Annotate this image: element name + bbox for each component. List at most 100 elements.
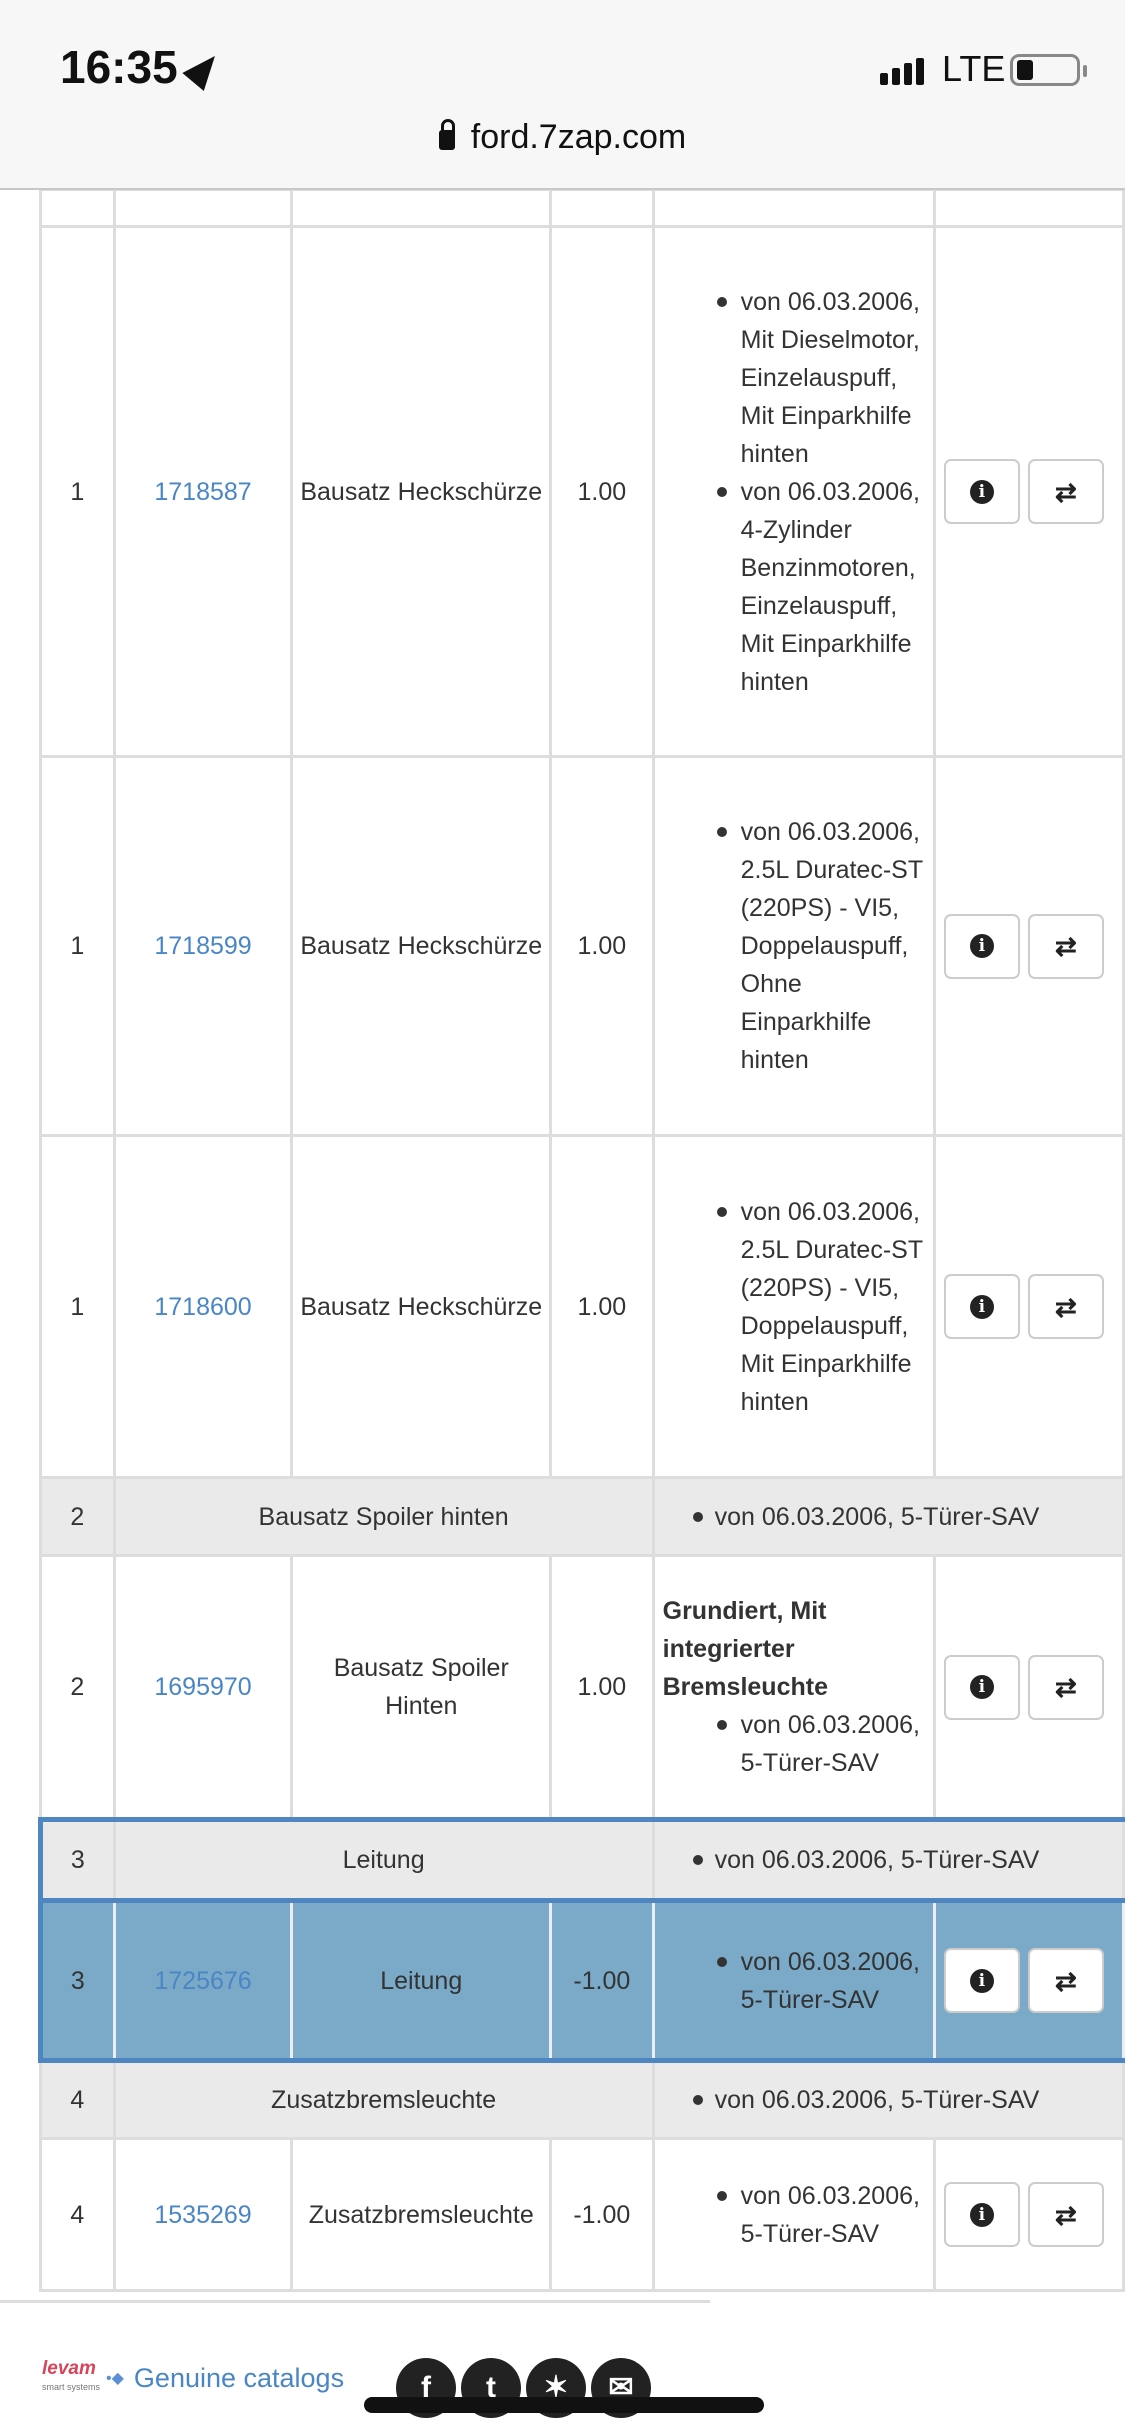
quantity: 1.00 xyxy=(549,225,655,758)
info-button[interactable]: i xyxy=(943,1274,1020,1339)
compare-button[interactable]: ⇄ xyxy=(1027,913,1104,979)
info-icon: i xyxy=(969,479,994,504)
position: 3 xyxy=(38,1817,116,1903)
compare-button[interactable]: ⇄ xyxy=(1027,1654,1104,1720)
info-icon: i xyxy=(969,1675,994,1699)
part-number-link[interactable]: 1695970 xyxy=(154,1673,252,1701)
position: 4 xyxy=(39,2137,116,2292)
compare-button[interactable]: ⇄ xyxy=(1027,459,1104,524)
info-icon: i xyxy=(969,934,994,958)
part-name: Zusatzbremsleuchte xyxy=(290,2137,553,2292)
battery-icon xyxy=(1010,54,1087,86)
info-button[interactable]: i xyxy=(943,913,1020,979)
part-name: Bausatz Heckschürze xyxy=(290,755,553,1137)
group-name: Bausatz Spoiler hinten xyxy=(112,1476,655,1557)
lock-icon xyxy=(438,119,455,150)
note-item: von 06.03.2006, 5-Türer-SAV xyxy=(663,1706,925,1782)
info-icon: i xyxy=(969,1294,994,1319)
part-number-link[interactable]: 1718587 xyxy=(154,477,252,506)
swap-arrows-icon: ⇄ xyxy=(1055,2199,1077,2230)
info-button[interactable]: i xyxy=(943,2182,1020,2247)
group-row[interactable]: 4 Zusatzbremsleuchte von 06.03.2006, 5-T… xyxy=(39,2059,1125,2140)
footer: levam smart systems •◆ Genuine catalogs xyxy=(42,2358,345,2396)
group-name: Leitung xyxy=(112,1817,655,1903)
swap-arrows-icon: ⇄ xyxy=(1055,1672,1077,1702)
swap-arrows-icon: ⇄ xyxy=(1055,931,1077,961)
swap-arrows-icon: ⇄ xyxy=(1055,1965,1077,1996)
note-bold: Grundiert, Mit integrierter Bremsleuchte xyxy=(662,1597,828,1701)
part-name: Leitung xyxy=(290,1899,553,2063)
quantity: -1.00 xyxy=(549,2137,655,2292)
position: 1 xyxy=(39,1134,116,1479)
swap-arrows-icon: ⇄ xyxy=(1055,476,1077,507)
part-notes: von 06.03.2006, Mit Dieselmotor, Einzela… xyxy=(651,225,936,758)
group-note: von 06.03.2006, 5-Türer-SAV xyxy=(651,2059,1125,2140)
note-item: von 06.03.2006, 5-Türer-SAV xyxy=(663,1498,1114,1536)
logo-mark-icon: •◆ xyxy=(106,2370,124,2387)
home-indicator xyxy=(364,2397,764,2413)
part-notes: Grundiert, Mit integrierter Bremsleuchte… xyxy=(651,1554,936,1821)
info-button[interactable]: i xyxy=(943,459,1020,524)
info-button[interactable]: i xyxy=(943,1654,1020,1720)
group-row[interactable]: 2 Bausatz Spoiler hinten von 06.03.2006,… xyxy=(39,1476,1125,1557)
note-item: von 06.03.2006, 5-Türer-SAV xyxy=(663,2081,1114,2119)
position: 3 xyxy=(38,1899,116,2063)
part-row[interactable]: 4 1535269 Zusatzbremsleuchte -1.00 von 0… xyxy=(39,2137,1125,2292)
part-row[interactable]: 1 1718587 Bausatz Heckschürze 1.00 von 0… xyxy=(39,225,1125,758)
note-item: von 06.03.2006, 4-Zylinder Benzinmotoren… xyxy=(663,473,925,701)
part-notes: von 06.03.2006, 2.5L Duratec-ST (220PS) … xyxy=(651,755,936,1137)
signal-icon xyxy=(880,58,924,85)
quantity: -1.00 xyxy=(549,1899,655,2063)
part-name: Bausatz Heckschürze xyxy=(290,1134,553,1479)
part-number-link[interactable]: 1725676 xyxy=(154,1966,252,1995)
levam-logo: levam smart systems xyxy=(42,2358,101,2392)
position: 1 xyxy=(39,755,116,1137)
part-number-link[interactable]: 1718599 xyxy=(154,932,252,960)
note-item: von 06.03.2006, 5-Türer-SAV xyxy=(663,1943,925,2019)
divider xyxy=(0,2300,710,2303)
ios-status-bar: 16:35 LTE ford.7zap.com xyxy=(0,0,1125,190)
quantity: 1.00 xyxy=(549,1134,655,1479)
clock: 16:35 xyxy=(60,41,178,93)
group-name: Zusatzbremsleuchte xyxy=(112,2059,655,2140)
parts-table: 1 1718587 Bausatz Heckschürze 1.00 von 0… xyxy=(38,188,1125,2292)
note-item: von 06.03.2006, Mit Dieselmotor, Einzela… xyxy=(663,283,925,473)
address-bar[interactable]: ford.7zap.com xyxy=(0,118,1125,157)
genuine-catalogs-link[interactable]: Genuine catalogs xyxy=(133,2362,345,2393)
info-icon: i xyxy=(969,1968,994,1993)
group-note: von 06.03.2006, 5-Türer-SAV xyxy=(651,1476,1125,1557)
group-note: von 06.03.2006, 5-Türer-SAV xyxy=(651,1817,1125,1903)
swap-arrows-icon: ⇄ xyxy=(1055,1291,1077,1322)
part-number-link[interactable]: 1718600 xyxy=(154,1292,252,1321)
location-arrow-icon xyxy=(182,46,226,92)
position: 2 xyxy=(39,1476,116,1557)
part-notes: von 06.03.2006, 5-Türer-SAV xyxy=(651,2137,936,2292)
note-item: von 06.03.2006, 2.5L Duratec-ST (220PS) … xyxy=(663,1193,925,1421)
note-item: von 06.03.2006, 5-Türer-SAV xyxy=(663,1841,1114,1879)
position: 1 xyxy=(39,225,116,758)
position: 2 xyxy=(39,1554,116,1821)
quantity: 1.00 xyxy=(549,755,655,1137)
group-row[interactable]: 3 Leitung von 06.03.2006, 5-Türer-SAV xyxy=(38,1817,1125,1903)
part-number-link[interactable]: 1535269 xyxy=(154,2200,252,2229)
part-notes: von 06.03.2006, 2.5L Duratec-ST (220PS) … xyxy=(651,1134,936,1479)
info-icon: i xyxy=(969,2202,994,2227)
part-row[interactable]: 3 1725676 Leitung -1.00 von 06.03.2006, … xyxy=(38,1899,1125,2063)
network-type: LTE xyxy=(942,48,1006,89)
part-notes: von 06.03.2006, 5-Türer-SAV xyxy=(651,1899,936,2063)
compare-button[interactable]: ⇄ xyxy=(1027,1274,1104,1339)
compare-button[interactable]: ⇄ xyxy=(1027,1948,1104,2013)
part-name: Bausatz Heckschürze xyxy=(290,225,553,758)
part-row[interactable]: 1 1718599 Bausatz Heckschürze 1.00 von 0… xyxy=(39,755,1125,1137)
info-button[interactable]: i xyxy=(943,1948,1020,2013)
url-text: ford.7zap.com xyxy=(470,118,687,156)
table-row xyxy=(39,188,1125,228)
compare-button[interactable]: ⇄ xyxy=(1027,2182,1104,2247)
quantity: 1.00 xyxy=(549,1554,655,1821)
part-name: Bausatz Spoiler Hinten xyxy=(290,1554,553,1821)
note-item: von 06.03.2006, 2.5L Duratec-ST (220PS) … xyxy=(663,813,925,1079)
position: 4 xyxy=(39,2059,116,2140)
part-row[interactable]: 2 1695970 Bausatz Spoiler Hinten 1.00 Gr… xyxy=(39,1554,1125,1821)
note-item: von 06.03.2006, 5-Türer-SAV xyxy=(663,2177,925,2253)
part-row[interactable]: 1 1718600 Bausatz Heckschürze 1.00 von 0… xyxy=(39,1134,1125,1479)
